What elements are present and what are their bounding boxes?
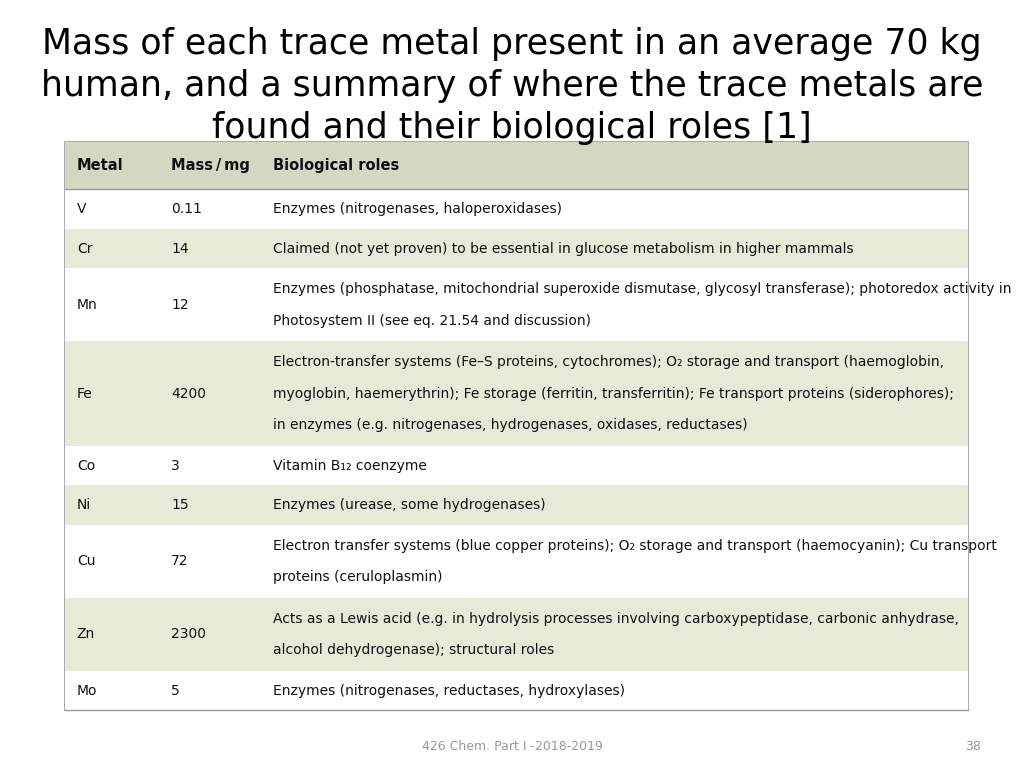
Bar — [65, 229, 968, 268]
Bar — [65, 671, 968, 710]
Bar — [65, 268, 968, 342]
Text: Metal: Metal — [77, 158, 124, 174]
Bar — [65, 190, 968, 229]
Bar — [65, 598, 968, 671]
Text: Electron-transfer systems (Fe–S proteins, cytochromes); O₂ storage and transport: Electron-transfer systems (Fe–S proteins… — [273, 355, 944, 369]
Text: V: V — [77, 202, 86, 216]
Text: Mo: Mo — [77, 684, 97, 697]
Text: Mass / mg: Mass / mg — [171, 158, 250, 174]
Text: 4200: 4200 — [171, 386, 206, 401]
Bar — [65, 142, 968, 190]
Text: alcohol dehydrogenase); structural roles: alcohol dehydrogenase); structural roles — [273, 644, 555, 657]
Text: 426 Chem. Part I -2018-2019: 426 Chem. Part I -2018-2019 — [422, 740, 602, 753]
Text: Photosystem II (see eq. 21.54 and discussion): Photosystem II (see eq. 21.54 and discus… — [273, 314, 592, 328]
Text: Claimed (not yet proven) to be essential in glucose metabolism in higher mammals: Claimed (not yet proven) to be essential… — [273, 242, 854, 256]
Bar — [65, 142, 968, 710]
Text: 3: 3 — [171, 458, 180, 473]
Bar — [65, 485, 968, 525]
Bar — [65, 446, 968, 485]
Text: Enzymes (nitrogenases, haloperoxidases): Enzymes (nitrogenases, haloperoxidases) — [273, 202, 562, 216]
Text: Mass of each trace metal present in an average 70 kg
human, and a summary of whe: Mass of each trace metal present in an a… — [41, 27, 983, 145]
Bar — [65, 342, 968, 446]
Text: Ni: Ni — [77, 498, 91, 512]
Text: 14: 14 — [171, 242, 188, 256]
Text: in enzymes (e.g. nitrogenases, hydrogenases, oxidases, reductases): in enzymes (e.g. nitrogenases, hydrogena… — [273, 419, 749, 432]
Text: Biological roles: Biological roles — [273, 158, 399, 174]
Text: Cu: Cu — [77, 554, 95, 568]
Text: Fe: Fe — [77, 386, 92, 401]
Text: 2300: 2300 — [171, 627, 206, 641]
Text: Mn: Mn — [77, 298, 97, 312]
Text: Electron transfer systems (blue copper proteins); O₂ storage and transport (haem: Electron transfer systems (blue copper p… — [273, 538, 997, 552]
Bar — [65, 525, 968, 598]
Text: Co: Co — [77, 458, 95, 473]
Text: Enzymes (nitrogenases, reductases, hydroxylases): Enzymes (nitrogenases, reductases, hydro… — [273, 684, 626, 697]
Text: Zn: Zn — [77, 627, 95, 641]
Text: Enzymes (urease, some hydrogenases): Enzymes (urease, some hydrogenases) — [273, 498, 546, 512]
Text: 12: 12 — [171, 298, 188, 312]
Text: 38: 38 — [965, 740, 981, 753]
Text: Acts as a Lewis acid (e.g. in hydrolysis processes involving carboxypeptidase, c: Acts as a Lewis acid (e.g. in hydrolysis… — [273, 611, 959, 626]
Text: myoglobin, haemerythrin); Fe storage (ferritin, transferritin); Fe transport pro: myoglobin, haemerythrin); Fe storage (fe… — [273, 386, 954, 401]
Text: Cr: Cr — [77, 242, 92, 256]
Text: proteins (ceruloplasmin): proteins (ceruloplasmin) — [273, 571, 443, 584]
Text: Vitamin B₁₂ coenzyme: Vitamin B₁₂ coenzyme — [273, 458, 427, 473]
Text: Enzymes (phosphatase, mitochondrial superoxide dismutase, glycosyl transferase);: Enzymes (phosphatase, mitochondrial supe… — [273, 282, 1012, 296]
Text: 72: 72 — [171, 554, 188, 568]
Text: 0.11: 0.11 — [171, 202, 202, 216]
Text: 5: 5 — [171, 684, 180, 697]
Text: 15: 15 — [171, 498, 188, 512]
